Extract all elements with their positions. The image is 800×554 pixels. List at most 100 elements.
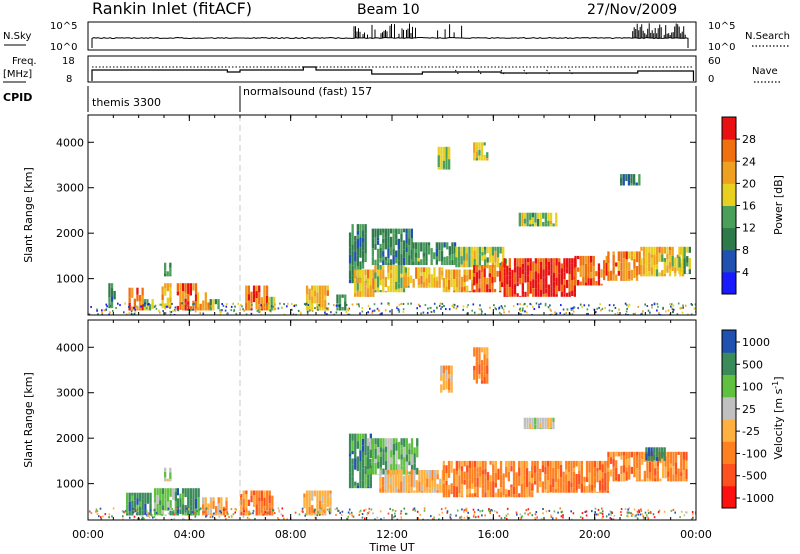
heatmap-cell xyxy=(628,474,631,480)
scatter-cell xyxy=(441,302,444,305)
heatmap-cell xyxy=(656,466,659,471)
scatter-cell xyxy=(96,510,99,513)
scatter-cell xyxy=(379,313,381,315)
heatmap-cell xyxy=(260,512,264,516)
scatter-cell xyxy=(535,511,538,513)
scatter-cell xyxy=(191,511,194,514)
heatmap-cell xyxy=(554,489,557,493)
heatmap-cell xyxy=(505,494,508,498)
heatmap-cell xyxy=(570,487,573,493)
scatter-cell xyxy=(449,513,452,516)
heatmap-cell xyxy=(384,446,388,453)
cpid-mode-themis: themis 3300 xyxy=(92,96,161,109)
scatter-cell xyxy=(337,509,339,512)
heatmap-cell xyxy=(642,246,646,257)
heatmap-cell xyxy=(525,487,529,495)
heatmap-cell xyxy=(480,347,484,353)
scatter-cell xyxy=(347,309,349,312)
heatmap-cell xyxy=(533,465,537,473)
scatter-cell xyxy=(473,311,476,314)
heatmap-cell xyxy=(607,451,610,457)
scatter-cell xyxy=(318,304,320,307)
heatmap-cell xyxy=(435,242,438,249)
scatter-cell xyxy=(630,515,633,517)
heatmap-cell xyxy=(455,490,458,498)
scatter-cell xyxy=(89,510,91,513)
heatmap-cell xyxy=(133,500,137,508)
heatmap-cell xyxy=(245,494,248,506)
heatmap-cell xyxy=(682,459,685,471)
scatter-cell xyxy=(522,303,525,306)
heatmap-cell xyxy=(197,497,200,509)
heatmap-cell xyxy=(526,222,529,227)
heatmap-cell xyxy=(354,261,357,272)
scatter-cell xyxy=(550,514,552,517)
heatmap-cell xyxy=(451,254,454,260)
heatmap-cell xyxy=(552,258,556,262)
heatmap-cell xyxy=(458,493,461,498)
scatter-cell xyxy=(505,514,508,517)
heatmap-cell xyxy=(415,480,418,490)
scatter-cell xyxy=(220,511,222,514)
heatmap-cell xyxy=(645,275,648,277)
heatmap-cell xyxy=(672,451,675,460)
heatmap-cell xyxy=(478,347,481,354)
heatmap-cell xyxy=(442,480,445,484)
heatmap-cell xyxy=(204,298,207,307)
velocity-ylabel: Slant Range [km] xyxy=(22,372,35,468)
heatmap-cell xyxy=(590,272,593,279)
heatmap-cell xyxy=(344,301,347,311)
heatmap-cell xyxy=(438,242,441,251)
heatmap-cell xyxy=(418,481,421,492)
heatmap-cell xyxy=(635,266,639,276)
heatmap-cell xyxy=(521,290,524,295)
heatmap-cell xyxy=(166,271,169,277)
heatmap-cell xyxy=(587,278,590,286)
heatmap-cell xyxy=(356,255,359,266)
scatter-cell xyxy=(177,309,180,312)
heatmap-cell xyxy=(395,464,398,473)
heatmap-cell xyxy=(164,467,167,472)
heatmap-cell xyxy=(410,259,413,265)
heatmap-cell xyxy=(367,452,370,458)
heatmap-cell xyxy=(451,259,454,265)
heatmap-cell xyxy=(381,477,385,486)
scatter-cell xyxy=(400,512,402,515)
heatmap-cell xyxy=(376,269,380,277)
heatmap-cell xyxy=(428,488,431,493)
heatmap-cell xyxy=(189,283,192,287)
scatter-cell xyxy=(145,509,148,512)
heatmap-cell xyxy=(384,237,387,250)
scatter-cell xyxy=(281,306,283,309)
heatmap-cell xyxy=(149,514,152,516)
heatmap-cell xyxy=(402,487,405,493)
heatmap-cell xyxy=(473,487,477,494)
scatter-cell xyxy=(100,516,102,519)
heatmap-cell xyxy=(499,246,502,254)
scatter-cell xyxy=(213,512,215,515)
heatmap-cell xyxy=(144,503,147,516)
heatmap-cell xyxy=(532,261,535,272)
scatter-cell xyxy=(608,309,611,312)
scatter-cell xyxy=(627,515,629,518)
scatter-cell xyxy=(248,518,251,520)
heatmap-cell xyxy=(258,506,261,515)
scatter-cell xyxy=(551,517,554,520)
heatmap-cell xyxy=(478,150,481,156)
heatmap-cell xyxy=(568,291,571,297)
heatmap-cell xyxy=(483,142,486,146)
heatmap-cell xyxy=(460,466,464,471)
heatmap-cell xyxy=(374,272,377,279)
heatmap-cell xyxy=(513,284,517,295)
heatmap-cell xyxy=(265,285,269,290)
heatmap-cell xyxy=(354,450,357,459)
heatmap-cell xyxy=(448,146,451,156)
scatter-cell xyxy=(402,303,405,305)
heatmap-cell xyxy=(445,480,448,486)
heatmap-cell xyxy=(559,460,563,465)
heatmap-cell xyxy=(491,277,494,284)
heatmap-cell xyxy=(442,278,445,288)
scatter-cell xyxy=(508,310,510,313)
heatmap-cell xyxy=(397,249,400,261)
